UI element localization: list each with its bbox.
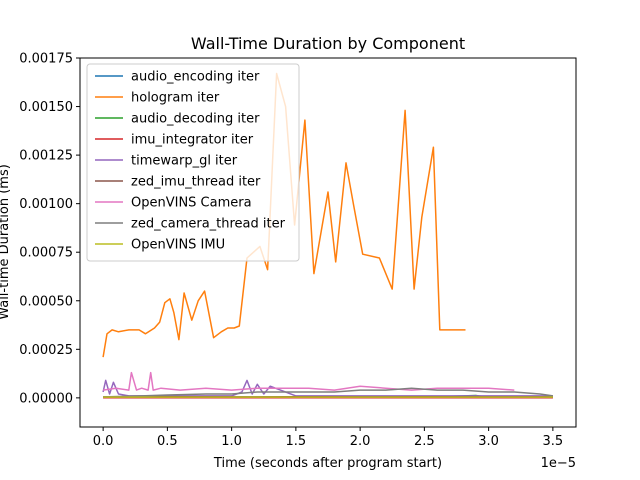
legend-entry-3: imu_integrator iter: [131, 133, 254, 148]
x-tick-label: 0.5: [157, 434, 178, 449]
y-axis-label: Wall-time Duration (ms): [0, 164, 12, 320]
chart-title: Wall-Time Duration by Component: [191, 34, 465, 53]
legend-entry-7: zed_camera_thread iter: [131, 217, 286, 232]
legend-box: [86, 63, 300, 262]
legend-entry-1: hologram iter: [131, 91, 220, 106]
legend-entry-5: zed_imu_thread iter: [131, 175, 261, 190]
x-tick-label: 1.0: [221, 434, 242, 449]
x-tick-label: 3.5: [543, 434, 564, 449]
legend-entry-8: OpenVINS IMU: [131, 238, 225, 253]
x-tick-label: 2.5: [414, 434, 435, 449]
x-axis-offset-label: 1e−5: [541, 456, 576, 471]
x-tick-label: 0.0: [93, 434, 114, 449]
x-tick-label: 1.5: [286, 434, 307, 449]
y-tick-label: 0.00075: [19, 246, 73, 261]
legend-entry-2: audio_decoding iter: [131, 112, 260, 127]
y-tick-label: 0.00025: [19, 343, 73, 358]
axes: [79, 57, 577, 428]
series-line-4: [102, 379, 553, 397]
y-tick-label: 0.00050: [19, 294, 73, 309]
legend-entry-6: OpenVINS Camera: [131, 196, 252, 211]
y-tick-label: 0.00125: [19, 149, 73, 164]
legend: audio_encoding iter hologram iter audio_de…: [86, 63, 300, 262]
y-tick-label: 0.00100: [19, 197, 73, 212]
legend-entry-4: timewarp_gl iter: [131, 154, 238, 169]
series-line-6: [102, 371, 515, 391]
y-tick-label: 0.00000: [19, 391, 73, 406]
x-axis-label: Time (seconds after program start): [213, 456, 442, 471]
x-tick-label: 2.0: [350, 434, 371, 449]
axes-frame: [79, 57, 577, 428]
series-line-7: [103, 387, 554, 398]
y-axis: 0.00000 0.00025 0.00050 0.00075 0.00100 0.001…: [19, 52, 80, 406]
y-tick-label: 0.00150: [19, 100, 73, 115]
y-tick-label: 0.00175: [19, 52, 73, 67]
x-tick-label: 3.0: [478, 434, 499, 449]
legend-entry-0: audio_encoding iter: [131, 70, 260, 85]
x-axis: 0.0 0.5 1.0 1.5 2.0 2.5 3.0 3.5: [93, 427, 563, 449]
